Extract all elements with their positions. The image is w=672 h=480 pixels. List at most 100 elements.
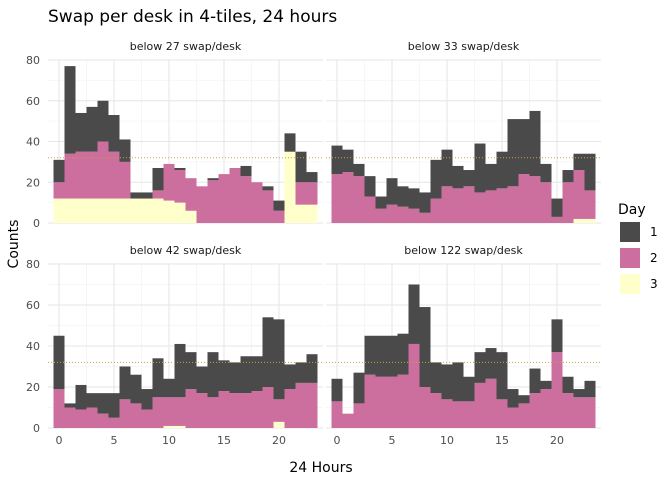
bar-day-3 bbox=[584, 218, 596, 223]
bar-day-1 bbox=[53, 335, 65, 390]
x-tick-label: 15 bbox=[217, 434, 231, 447]
bar-day-2 bbox=[430, 393, 442, 428]
bar-day-2 bbox=[152, 397, 164, 428]
bar-day-2 bbox=[496, 188, 508, 223]
bar-day-2 bbox=[119, 399, 131, 428]
bar-day-1 bbox=[463, 170, 475, 187]
bar-day-1 bbox=[130, 374, 142, 404]
bar-day-2 bbox=[75, 151, 87, 199]
bar-day-2 bbox=[185, 178, 197, 211]
bar-day-1 bbox=[485, 163, 497, 191]
legend: Day 1 2 3 bbox=[618, 202, 658, 294]
bar-day-3 bbox=[75, 198, 87, 223]
bar-day-1 bbox=[408, 188, 420, 209]
bar-day-2 bbox=[86, 151, 98, 199]
bar-day-1 bbox=[573, 389, 585, 398]
facet-panel: below 42 swap/desk 0 20 40 60 80 0 5 10 15 20 bbox=[26, 244, 323, 447]
y-tick-label: 40 bbox=[26, 340, 40, 353]
bar-day-2 bbox=[163, 397, 175, 426]
bar-day-2 bbox=[108, 151, 120, 199]
bar-day-1 bbox=[540, 380, 552, 390]
bar-day-2 bbox=[540, 182, 552, 223]
bar-day-2 bbox=[353, 403, 365, 428]
bar-day-1 bbox=[284, 364, 296, 390]
bar-day-2 bbox=[75, 409, 87, 428]
bar-day-2 bbox=[540, 389, 552, 428]
y-tick-label: 20 bbox=[26, 176, 40, 189]
bar-day-2 bbox=[108, 417, 120, 428]
bar-day-2 bbox=[529, 176, 541, 223]
bar-day-3 bbox=[152, 198, 164, 223]
bar-day-1 bbox=[108, 393, 120, 418]
facet-panel: below 33 swap/desk bbox=[326, 40, 601, 224]
bar-day-1 bbox=[375, 196, 387, 209]
bar-day-2 bbox=[551, 352, 563, 428]
bar-day-1 bbox=[174, 343, 186, 398]
bar-day-2 bbox=[441, 186, 453, 223]
legend-key-1 bbox=[620, 222, 640, 242]
facet-strip-label: below 27 swap/desk bbox=[130, 40, 242, 53]
bar-day-1 bbox=[364, 335, 376, 375]
facet-panels: below 27 swap/desk 0 20 40 60 80 below 33 swap… bbox=[26, 40, 601, 447]
bar-day-2 bbox=[229, 393, 241, 428]
bar-day-2 bbox=[507, 407, 519, 428]
bar-day-2 bbox=[207, 180, 219, 223]
bar-day-1 bbox=[295, 151, 307, 183]
bar-day-2 bbox=[218, 174, 230, 223]
y-axis-label: Counts bbox=[6, 220, 22, 269]
bar-day-2 bbox=[584, 190, 596, 219]
bar-day-3 bbox=[306, 204, 318, 223]
y-tick-label: 60 bbox=[26, 95, 40, 108]
bar-day-1 bbox=[584, 380, 596, 398]
bar-day-1 bbox=[551, 319, 563, 353]
bar-day-2 bbox=[474, 382, 486, 428]
bar-day-3 bbox=[174, 425, 186, 428]
bar-day-1 bbox=[64, 66, 76, 154]
bar-day-2 bbox=[196, 393, 208, 428]
bar-day-1 bbox=[419, 192, 431, 213]
x-tick-label: 0 bbox=[334, 434, 341, 447]
chart-title: Swap per desk in 4-tiles, 24 hours bbox=[48, 7, 337, 27]
bar-day-1 bbox=[262, 186, 274, 191]
x-tick-label: 10 bbox=[440, 434, 454, 447]
bar-day-1 bbox=[331, 145, 343, 175]
bar-day-2 bbox=[174, 170, 186, 203]
bar-day-1 bbox=[240, 165, 252, 177]
bar-day-3 bbox=[163, 425, 175, 428]
bar-day-1 bbox=[196, 366, 208, 394]
bar-day-1 bbox=[306, 172, 318, 183]
bar-day-1 bbox=[562, 170, 574, 183]
bar-day-1 bbox=[141, 192, 153, 199]
facet-panel: below 27 swap/desk 0 20 40 60 80 bbox=[26, 40, 323, 230]
bar-day-2 bbox=[518, 403, 530, 428]
bar-day-2 bbox=[386, 204, 398, 223]
bar-day-1 bbox=[141, 389, 153, 410]
bar-day-2 bbox=[251, 182, 263, 223]
bar-day-1 bbox=[441, 149, 453, 187]
bar-day-1 bbox=[207, 178, 219, 181]
bar-day-1 bbox=[152, 358, 164, 398]
bar-day-3 bbox=[130, 198, 142, 223]
x-tick-label: 20 bbox=[550, 434, 564, 447]
bar-day-2 bbox=[452, 188, 464, 223]
bar-day-1 bbox=[53, 159, 65, 183]
bar-day-2 bbox=[474, 192, 486, 223]
bar-day-1 bbox=[551, 198, 563, 217]
y-tick-label: 20 bbox=[26, 381, 40, 394]
bar-day-1 bbox=[251, 356, 263, 392]
bar-day-2 bbox=[375, 208, 387, 223]
bar-day-2 bbox=[306, 182, 318, 205]
bar-day-3 bbox=[273, 421, 285, 428]
bar-day-2 bbox=[562, 182, 574, 223]
bar-day-1 bbox=[474, 352, 486, 383]
bar-day-1 bbox=[375, 335, 387, 377]
bar-day-1 bbox=[163, 378, 175, 398]
bar-day-1 bbox=[408, 284, 420, 344]
legend-title: Day bbox=[618, 202, 646, 218]
bar-day-1 bbox=[86, 106, 98, 152]
bar-day-2 bbox=[386, 376, 398, 428]
bar-day-1 bbox=[174, 167, 186, 171]
bar-day-1 bbox=[185, 352, 197, 390]
bar-day-1 bbox=[108, 115, 120, 152]
